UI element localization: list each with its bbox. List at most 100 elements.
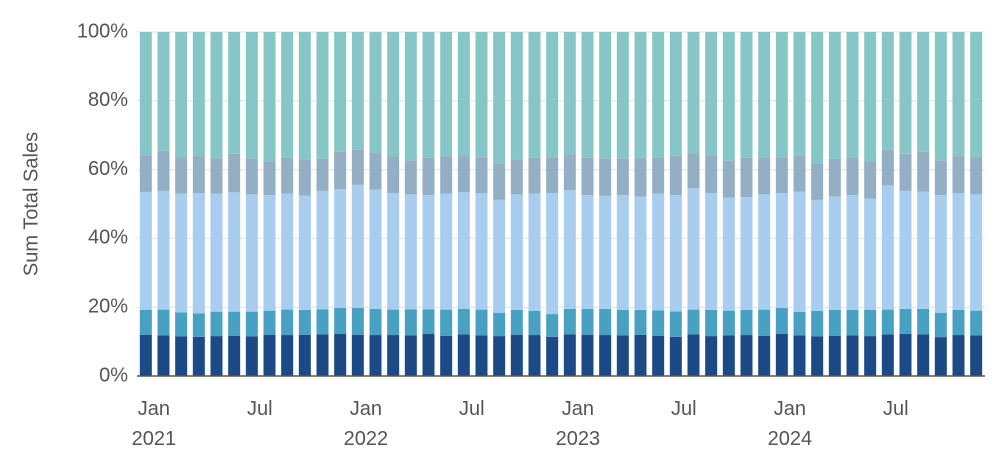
bar-segment bbox=[687, 334, 700, 376]
bar-segment bbox=[281, 193, 294, 310]
bar-segment bbox=[440, 32, 453, 157]
bar-segment bbox=[528, 157, 541, 194]
bar-segment bbox=[864, 32, 877, 163]
x-tick-label-line: Jul bbox=[671, 398, 697, 420]
bar-segment bbox=[493, 163, 506, 200]
bar-segment bbox=[775, 192, 788, 308]
x-tick-label-line: Jan bbox=[774, 398, 806, 420]
bar-segment bbox=[334, 32, 347, 152]
bar-segment bbox=[351, 149, 364, 185]
bar-segment bbox=[705, 155, 718, 193]
bar-segment bbox=[811, 163, 824, 200]
bar-segment bbox=[457, 334, 470, 376]
bar-segment bbox=[546, 314, 559, 337]
bar-segment bbox=[616, 158, 629, 196]
bar-segment bbox=[722, 335, 735, 376]
bar-segment bbox=[475, 157, 488, 193]
bar-segment bbox=[440, 335, 453, 376]
bar-segment bbox=[599, 158, 612, 196]
bar-segment bbox=[687, 309, 700, 335]
bar-segment bbox=[334, 334, 347, 376]
bar-segment bbox=[457, 156, 470, 193]
bar-segment bbox=[616, 309, 629, 336]
x-tick-label-line: Jan bbox=[562, 398, 594, 420]
bar-segment bbox=[952, 156, 965, 193]
bar-segment bbox=[263, 162, 276, 196]
bar-segment bbox=[298, 309, 311, 335]
x-tick-label-line: Jul bbox=[459, 398, 485, 420]
bar-segment bbox=[369, 32, 382, 153]
bar-segment bbox=[546, 157, 559, 193]
bar-segment bbox=[369, 189, 382, 309]
bar-segment bbox=[546, 32, 559, 158]
bar-segment bbox=[705, 32, 718, 156]
bar-segment bbox=[528, 335, 541, 376]
bar-segment bbox=[157, 32, 170, 151]
bar-segment bbox=[263, 310, 276, 335]
bar-segment bbox=[210, 336, 223, 376]
bar-segment bbox=[828, 309, 841, 336]
bar-segment bbox=[263, 32, 276, 163]
bar-segment bbox=[351, 184, 364, 308]
bar-segment bbox=[404, 32, 417, 161]
bar-segment bbox=[369, 152, 382, 190]
bar-segment bbox=[316, 190, 329, 310]
bar-segment bbox=[740, 309, 753, 336]
x-tick-label: Jan 2022 bbox=[344, 398, 389, 450]
y-tick-label: 100% bbox=[77, 20, 128, 42]
bar-segment bbox=[952, 192, 965, 310]
bar-segment bbox=[669, 155, 682, 196]
bar-segment bbox=[811, 310, 824, 337]
bar-segment bbox=[228, 192, 241, 312]
bar-segment bbox=[369, 308, 382, 336]
bar-segment bbox=[139, 191, 152, 310]
bar-segment bbox=[811, 336, 824, 376]
bar-segment bbox=[157, 335, 170, 376]
bar-segment bbox=[263, 195, 276, 311]
x-tick-label-line: 2024 bbox=[768, 428, 813, 450]
bar-segment bbox=[245, 158, 258, 195]
bar-segment bbox=[175, 157, 188, 194]
bar-segment bbox=[934, 312, 947, 338]
bar-segment bbox=[281, 335, 294, 376]
bar-segment bbox=[616, 335, 629, 376]
bar-segment bbox=[210, 158, 223, 194]
bar-segment bbox=[457, 192, 470, 309]
bar-segment bbox=[917, 191, 930, 309]
bar-segment bbox=[581, 32, 594, 158]
x-tick-label-line: Jul bbox=[247, 398, 273, 420]
bar-segment bbox=[228, 32, 241, 154]
bar-segment bbox=[475, 335, 488, 376]
bar-segment bbox=[334, 307, 347, 335]
bar-segment bbox=[599, 195, 612, 309]
x-tick-label: Jul bbox=[247, 398, 273, 420]
x-tick-label-line: 2022 bbox=[344, 428, 389, 450]
bar-segment bbox=[228, 153, 241, 193]
bar-segment bbox=[970, 194, 983, 311]
bar-segment bbox=[864, 198, 877, 310]
bar-segment bbox=[917, 334, 930, 376]
bar-segment bbox=[899, 153, 912, 191]
bar-segment bbox=[758, 335, 771, 376]
bar-segment bbox=[422, 334, 435, 376]
bar-segment bbox=[316, 158, 329, 191]
bar-segment bbox=[281, 309, 294, 336]
bar-segment bbox=[758, 194, 771, 310]
bar-segment bbox=[581, 308, 594, 335]
bar-segment bbox=[846, 32, 859, 158]
bar-segment bbox=[334, 151, 347, 190]
bar-segment bbox=[899, 308, 912, 335]
bar-segment bbox=[245, 32, 258, 159]
bar-segment bbox=[775, 32, 788, 158]
bar-segment bbox=[970, 310, 983, 336]
bar-segment bbox=[793, 32, 806, 156]
bar-segment bbox=[493, 312, 506, 337]
bar-segment bbox=[793, 335, 806, 376]
bar-segment bbox=[546, 336, 559, 376]
bar-segment bbox=[546, 192, 559, 315]
x-tick-label-line: 2021 bbox=[132, 428, 177, 450]
bar-segment bbox=[970, 32, 983, 158]
bar-segment bbox=[175, 336, 188, 376]
bar-segment bbox=[740, 335, 753, 376]
